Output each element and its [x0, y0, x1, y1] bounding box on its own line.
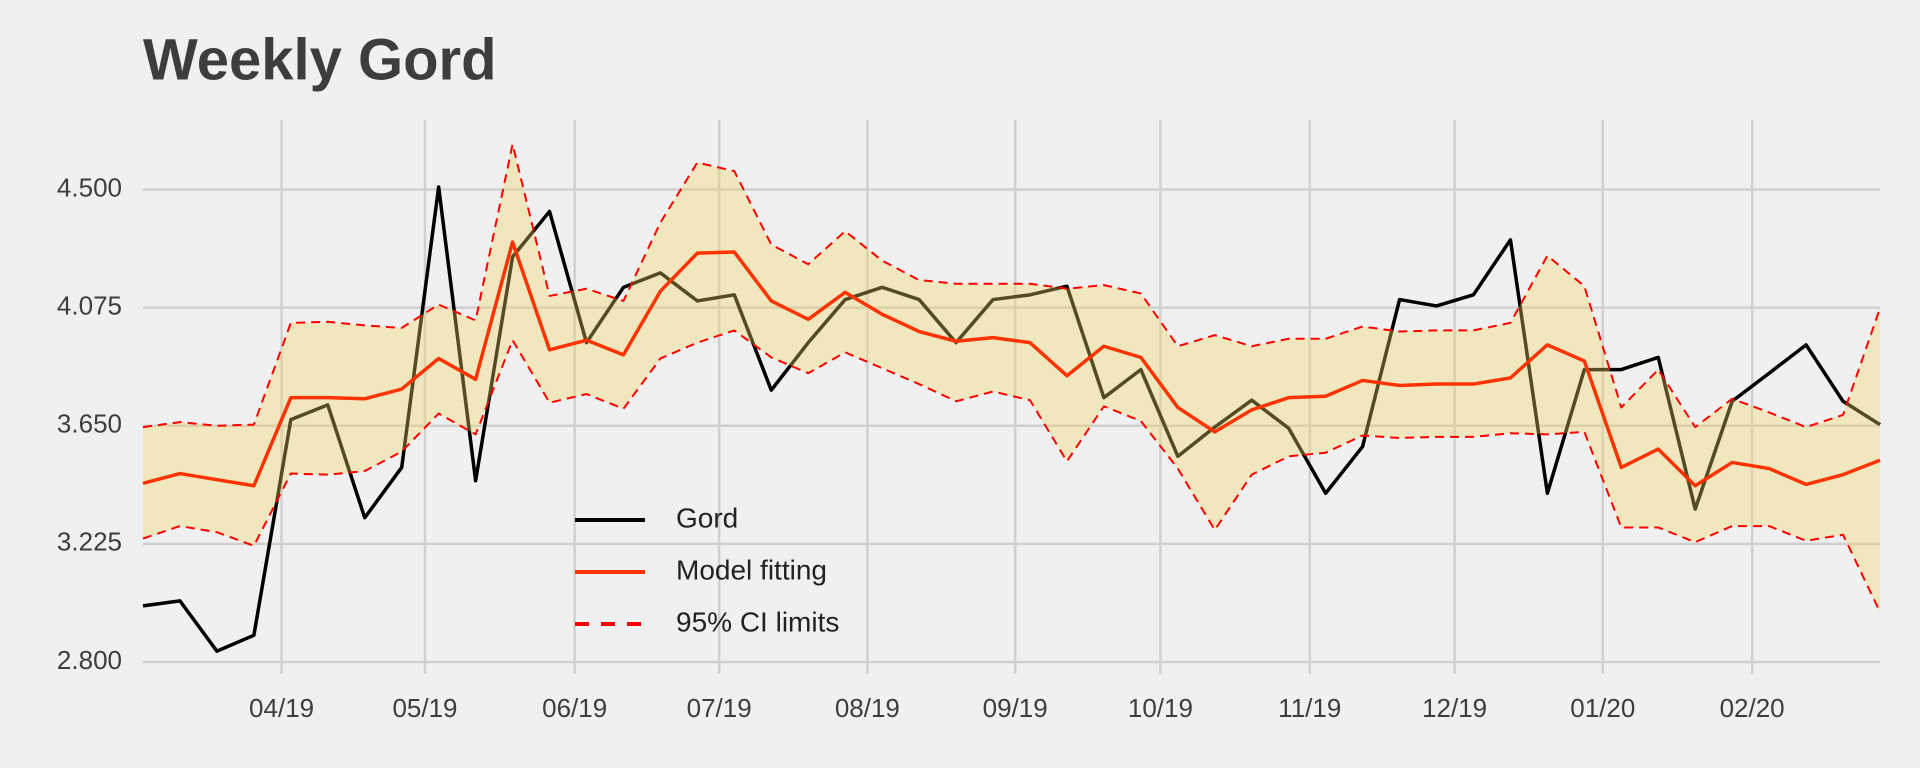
x-tick-label: 02/20 [1720, 693, 1785, 723]
ci-line [142, 329, 1881, 613]
x-tick-label: 10/19 [1128, 693, 1193, 723]
y-tick-label: 2.800 [57, 645, 122, 675]
legend-label: Gord [676, 502, 738, 533]
chart-title: Weekly Gord [143, 27, 497, 92]
x-tick-label: 07/19 [687, 693, 752, 723]
x-tick-label: 04/19 [249, 693, 314, 723]
legend-label: Model fitting [676, 554, 827, 585]
x-tick-label: 11/19 [1278, 693, 1341, 723]
x-tick-label: 12/19 [1422, 693, 1487, 723]
x-tick-label: 01/20 [1570, 693, 1635, 723]
y-tick-label: 4.500 [57, 172, 122, 202]
ci-line [142, 143, 1881, 429]
x-tick-label: 06/19 [542, 693, 607, 723]
x-tick-label: 09/19 [983, 693, 1048, 723]
x-tick-label: 05/19 [392, 693, 457, 723]
x-tick-label: 08/19 [835, 693, 900, 723]
y-tick-label: 3.225 [57, 527, 122, 557]
ci-band [143, 144, 1880, 612]
y-tick-label: 3.650 [57, 409, 122, 439]
line-series [142, 240, 1881, 488]
legend-label: 95% CI limits [676, 606, 839, 637]
y-tick-label: 4.075 [57, 290, 122, 320]
line-series [142, 185, 1881, 653]
